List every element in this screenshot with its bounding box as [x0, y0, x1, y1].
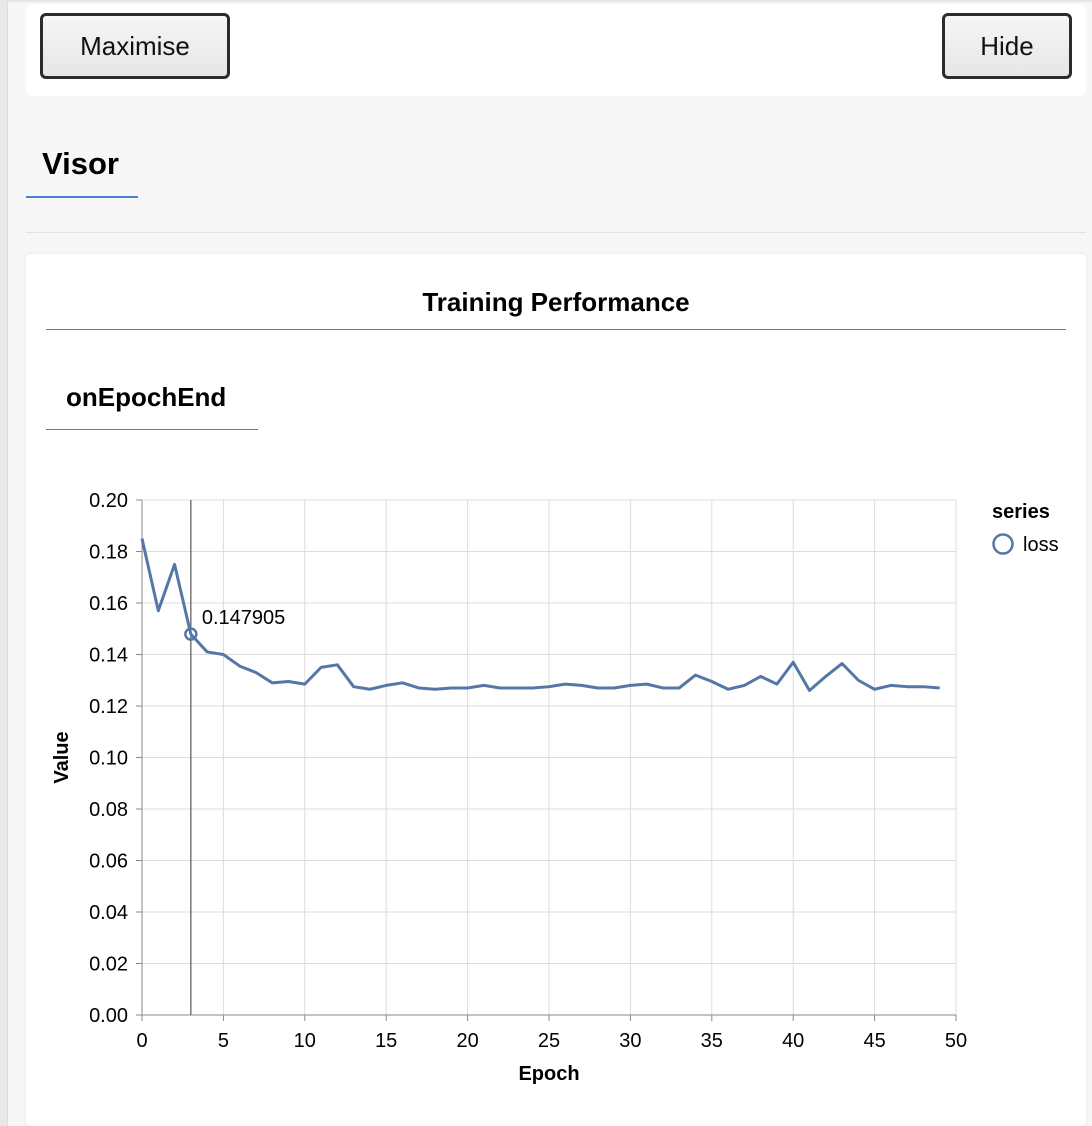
- x-tick-label: 50: [945, 1030, 967, 1052]
- panel-title: Training Performance: [46, 254, 1066, 330]
- y-tick-label: 0.16: [89, 593, 128, 615]
- x-tick-label: 35: [701, 1030, 723, 1052]
- top-edge: [7, 0, 1092, 2]
- tab-visor-label: Visor: [42, 146, 119, 181]
- maximise-button[interactable]: Maximise: [40, 13, 230, 79]
- y-tick-labels: 0.00 0.02 0.04 0.06 0.08 0.10 0.12 0.14 0.16 0.18…: [89, 490, 128, 1027]
- training-performance-panel: Training Performance onEpochEnd 0 5 10 15 20…: [26, 254, 1086, 1126]
- left-edge: [0, 0, 8, 1126]
- y-tick-label: 0.00: [89, 1005, 128, 1027]
- y-tick-label: 0.10: [89, 748, 128, 770]
- x-tick-label: 45: [863, 1030, 885, 1052]
- divider: [26, 232, 1086, 233]
- y-tick-label: 0.14: [89, 645, 128, 667]
- legend[interactable]: series loss: [992, 501, 1059, 556]
- y-tick-label: 0.02: [89, 954, 128, 976]
- axes: [136, 499, 957, 1021]
- series-lines: [140, 538, 940, 693]
- x-tick-label: 15: [375, 1030, 397, 1052]
- y-tick-label: 0.04: [89, 902, 128, 924]
- hover-point: 0.147905: [184, 607, 285, 641]
- y-tick-label: 0.18: [89, 542, 128, 564]
- x-axis-label: Epoch: [518, 1063, 579, 1085]
- series-line-loss: [140, 538, 940, 693]
- loss-chart: 0 5 10 15 20 25 30 35 40 45 50 0.000.020.040.060.0…: [51, 490, 1059, 1085]
- x-tick-label: 25: [538, 1030, 560, 1052]
- tab-visor[interactable]: Visor: [26, 140, 138, 198]
- x-tick-labels: 0 5 10 15 20 25 30 35 40 45 50: [136, 1030, 967, 1052]
- x-tick-label: 40: [782, 1030, 804, 1052]
- x-tick-label: 5: [218, 1030, 229, 1052]
- x-tick-label: 30: [619, 1030, 641, 1052]
- x-tick-label: 10: [294, 1030, 316, 1052]
- legend-title: series: [992, 501, 1050, 523]
- tab-onepochend-label: onEpochEnd: [66, 382, 227, 412]
- y-tick-label: 0.08: [89, 799, 128, 821]
- x-tick-label: 0: [136, 1030, 147, 1052]
- legend-symbol-loss[interactable]: [992, 533, 1014, 555]
- legend-label-loss[interactable]: loss: [1023, 534, 1059, 556]
- visor-controls: Maximise Hide: [26, 4, 1086, 96]
- hover-point-marker: [184, 627, 198, 641]
- y-tick-label: 0.12: [89, 696, 128, 718]
- y-tick-label: 0.20: [89, 490, 128, 512]
- hide-button[interactable]: Hide: [942, 13, 1072, 79]
- y-axis-label: Value: [51, 731, 73, 783]
- hover-value-label: 0.147905: [202, 607, 285, 629]
- y-tick-label: 0.06: [89, 851, 128, 873]
- tab-onepochend[interactable]: onEpochEnd: [46, 376, 258, 430]
- x-tick-label: 20: [456, 1030, 478, 1052]
